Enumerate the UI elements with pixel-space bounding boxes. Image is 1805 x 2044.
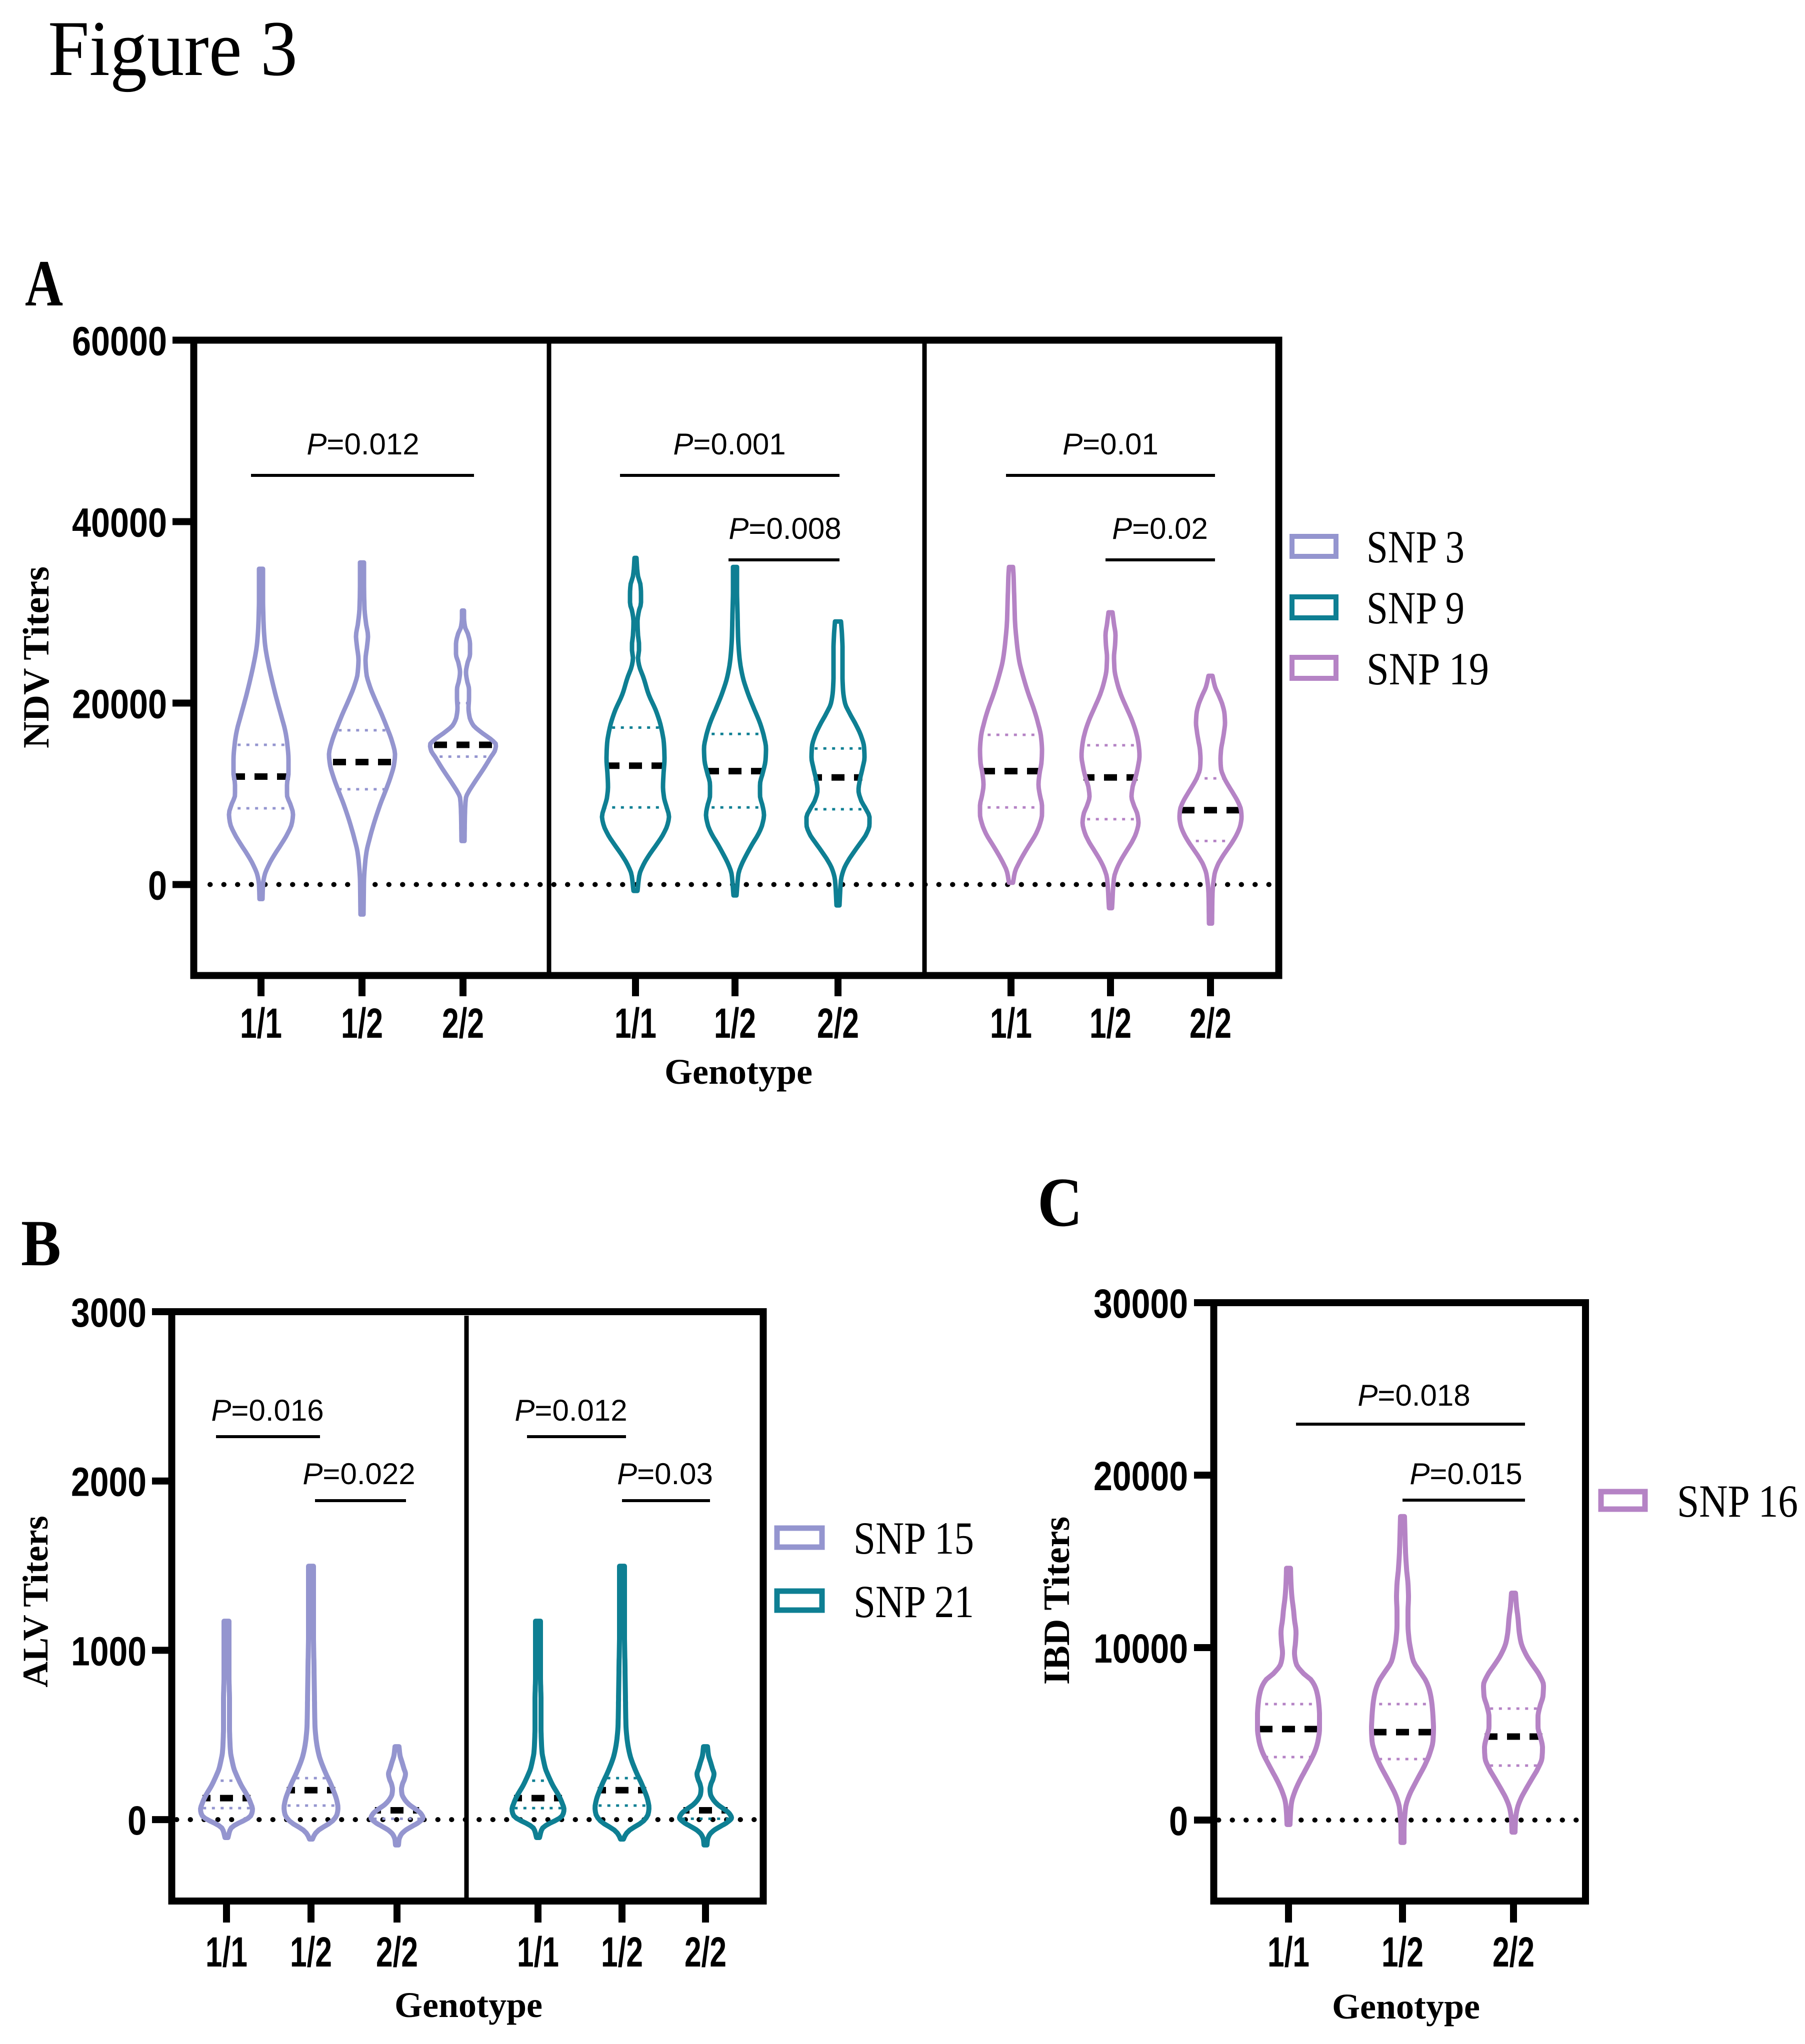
svg-text:Genotype: Genotype — [664, 1052, 812, 1092]
svg-text:1/1: 1/1 — [990, 1000, 1032, 1047]
svg-text:2/2: 2/2 — [817, 1000, 859, 1047]
svg-text:SNP 3: SNP 3 — [1366, 521, 1464, 572]
svg-text:1/2: 1/2 — [1382, 1929, 1424, 1976]
svg-text:P=0.012: P=0.012 — [306, 427, 419, 461]
svg-text:1/1: 1/1 — [517, 1929, 559, 1976]
svg-text:1/2: 1/2 — [341, 1000, 383, 1047]
svg-text:1/1: 1/1 — [1268, 1929, 1310, 1976]
svg-text:2/2: 2/2 — [1492, 1929, 1534, 1976]
svg-text:1/2: 1/2 — [601, 1929, 643, 1976]
svg-text:1/1: 1/1 — [240, 1000, 282, 1047]
svg-text:C: C — [1038, 1164, 1082, 1241]
svg-text:P=0.001: P=0.001 — [673, 427, 786, 461]
svg-text:30000: 30000 — [1094, 1281, 1188, 1327]
svg-text:SNP 15: SNP 15 — [854, 1513, 974, 1564]
svg-text:SNP 16: SNP 16 — [1677, 1476, 1798, 1527]
svg-text:40000: 40000 — [72, 500, 167, 546]
svg-text:Genotype: Genotype — [1332, 1987, 1480, 2027]
svg-text:20000: 20000 — [72, 682, 167, 727]
svg-text:0: 0 — [1169, 1799, 1188, 1844]
svg-text:1/2: 1/2 — [714, 1000, 756, 1047]
svg-text:0: 0 — [128, 1798, 146, 1844]
svg-text:2/2: 2/2 — [684, 1929, 726, 1976]
svg-text:2/2: 2/2 — [442, 1000, 484, 1047]
svg-text:P=0.012: P=0.012 — [514, 1394, 627, 1427]
svg-text:1000: 1000 — [71, 1629, 146, 1674]
svg-text:3000: 3000 — [71, 1290, 146, 1336]
svg-text:1/1: 1/1 — [614, 1000, 656, 1047]
svg-text:1/1: 1/1 — [206, 1929, 248, 1976]
svg-text:P=0.008: P=0.008 — [728, 512, 841, 545]
svg-text:P=0.03: P=0.03 — [617, 1457, 713, 1491]
svg-text:SNP 9: SNP 9 — [1366, 582, 1464, 633]
svg-text:B: B — [21, 1206, 61, 1280]
svg-text:Genotype: Genotype — [394, 1985, 542, 2025]
svg-text:2/2: 2/2 — [376, 1929, 418, 1976]
svg-text:0: 0 — [148, 863, 167, 909]
svg-text:P=0.02: P=0.02 — [1112, 512, 1208, 545]
svg-text:A: A — [25, 246, 63, 320]
svg-text:60000: 60000 — [72, 319, 167, 364]
svg-text:10000: 10000 — [1094, 1626, 1188, 1672]
svg-text:P=0.01: P=0.01 — [1062, 427, 1158, 461]
svg-text:P=0.016: P=0.016 — [211, 1394, 324, 1427]
svg-text:20000: 20000 — [1094, 1454, 1188, 1499]
svg-text:1/2: 1/2 — [1090, 1000, 1132, 1047]
svg-text:SNP 21: SNP 21 — [854, 1576, 974, 1627]
svg-text:NDV Titers: NDV Titers — [16, 566, 57, 748]
svg-text:P=0.015: P=0.015 — [1410, 1457, 1522, 1491]
svg-text:2000: 2000 — [71, 1460, 146, 1505]
svg-text:P=0.018: P=0.018 — [1358, 1379, 1470, 1412]
svg-text:ALV Titers: ALV Titers — [16, 1516, 56, 1687]
svg-text:P=0.022: P=0.022 — [302, 1457, 415, 1491]
svg-text:SNP 19: SNP 19 — [1366, 643, 1489, 694]
svg-text:2/2: 2/2 — [1190, 1000, 1232, 1047]
svg-text:IBD Titers: IBD Titers — [1036, 1517, 1078, 1685]
svg-text:Figure 3: Figure 3 — [48, 5, 298, 92]
svg-text:1/2: 1/2 — [290, 1929, 332, 1976]
